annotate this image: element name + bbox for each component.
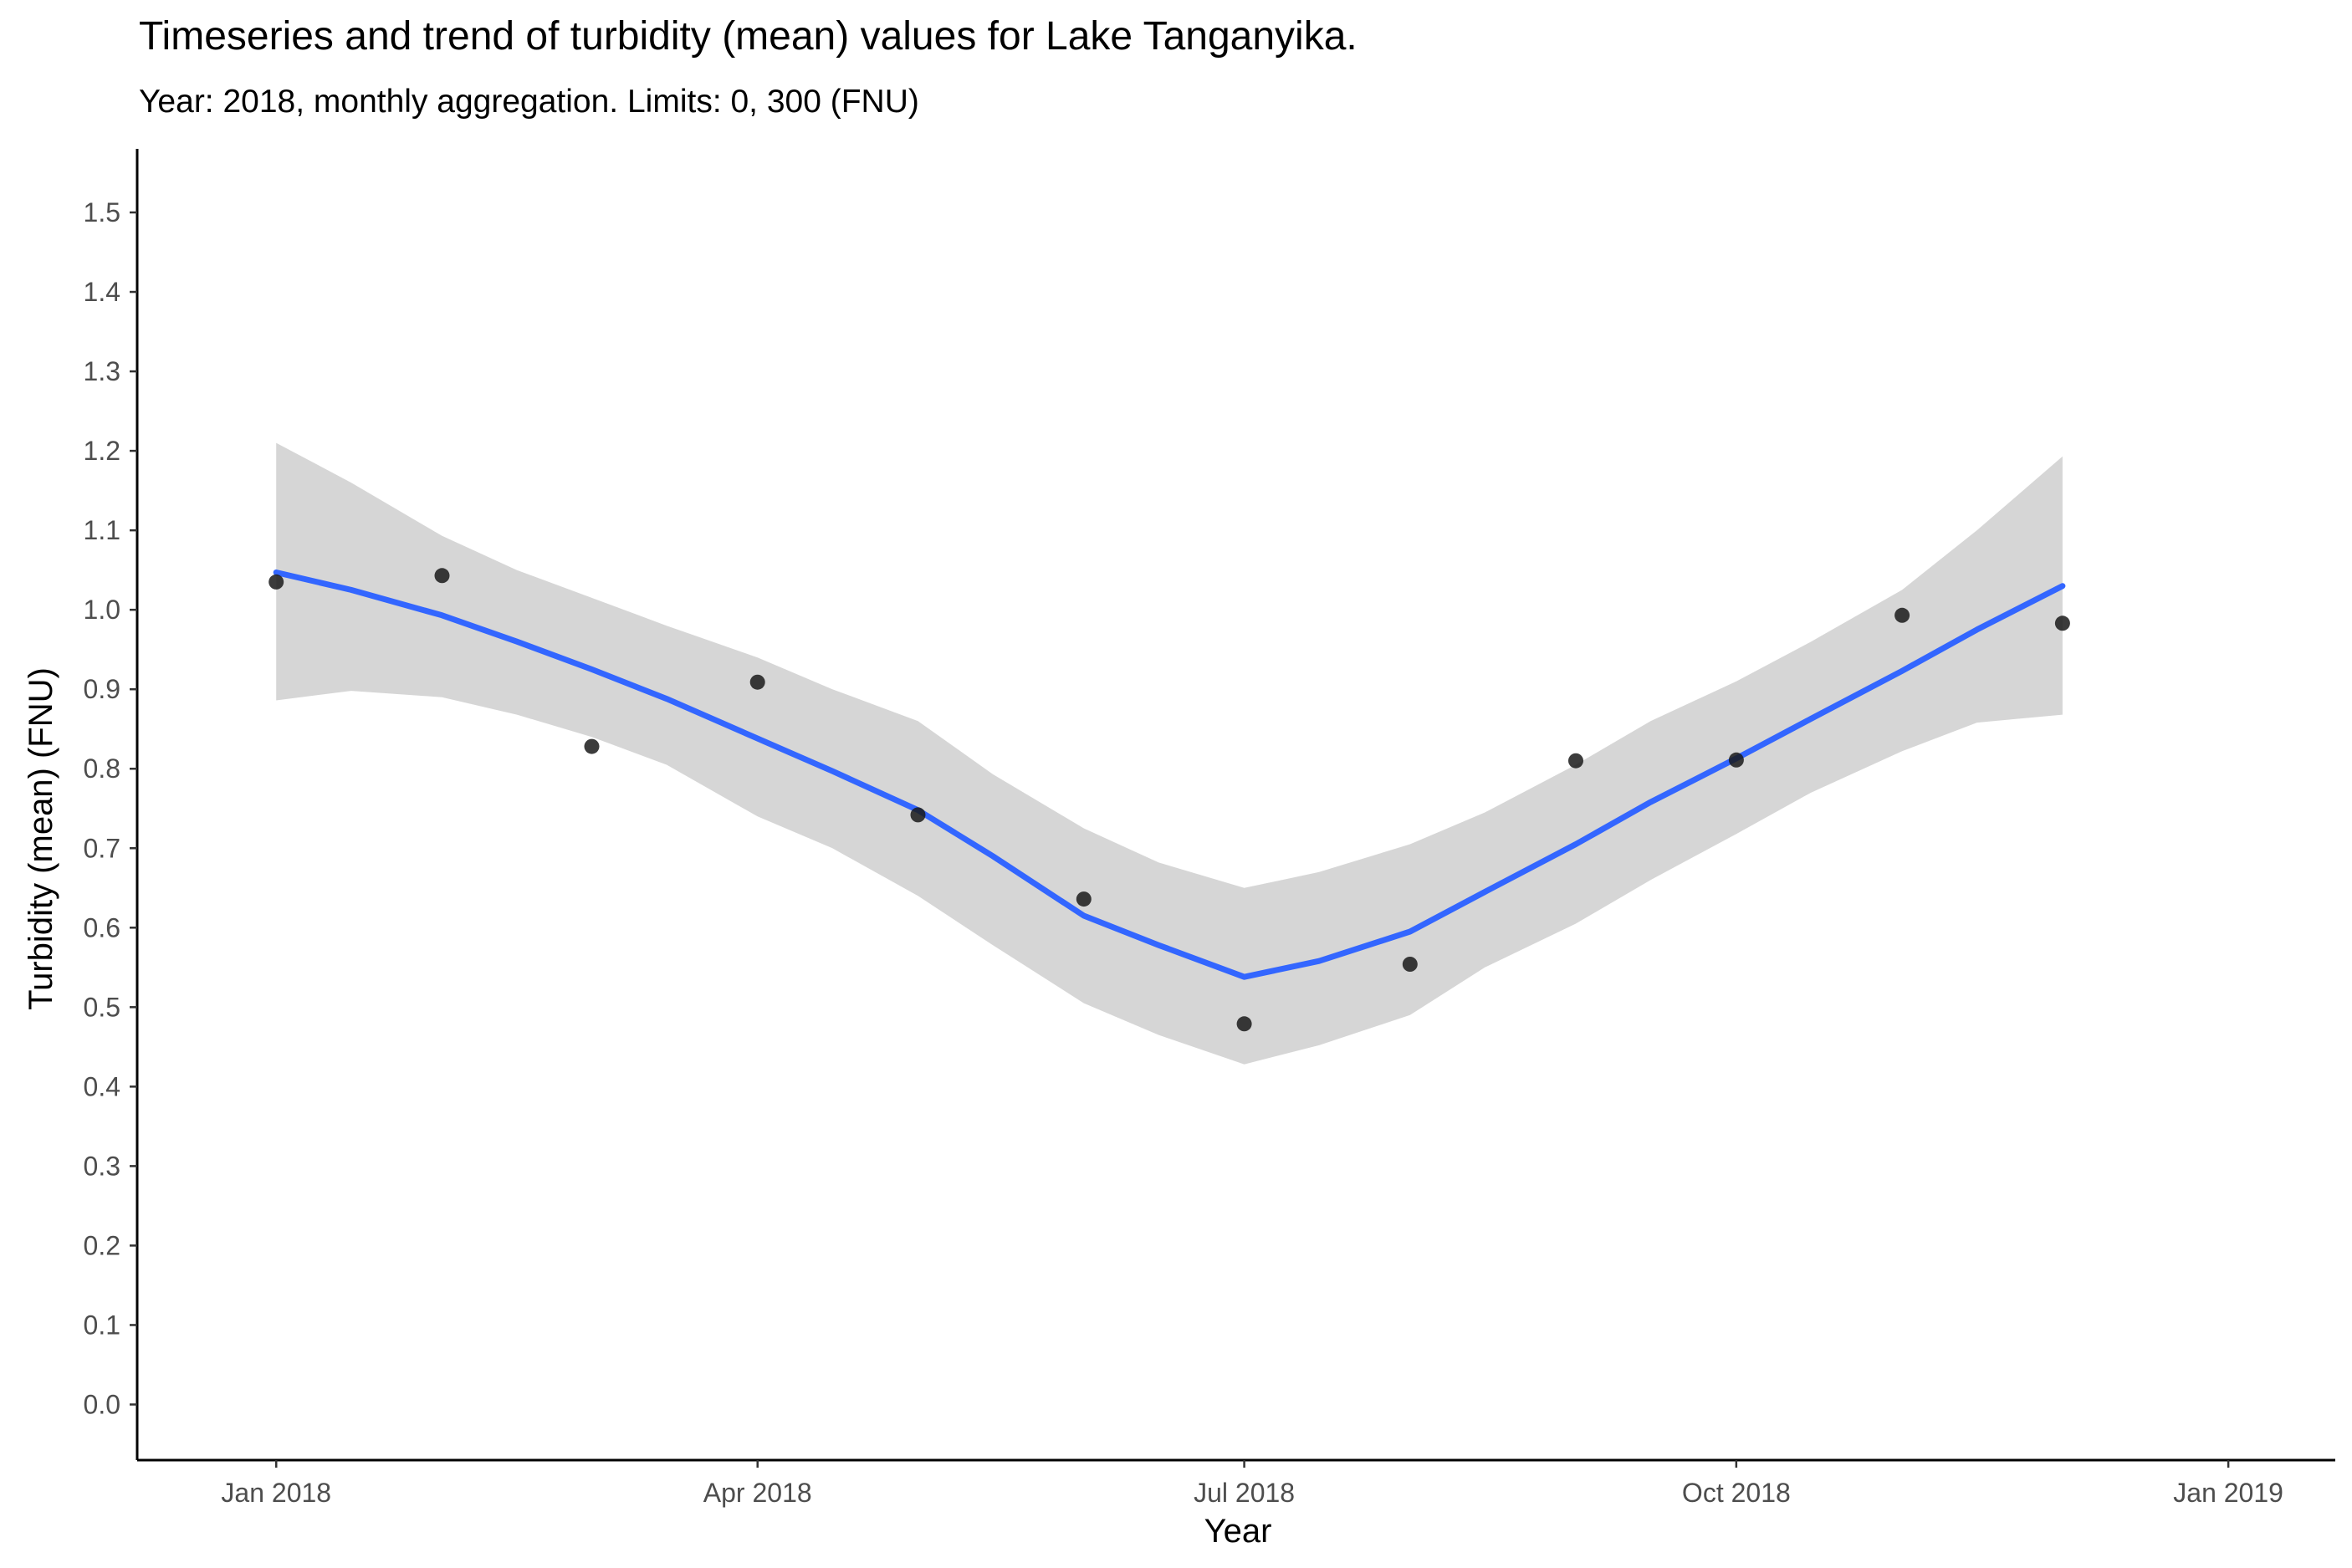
x-axis: Jan 2018 Apr 2018 Jul 2018 Oct 2018 Jan 2019 bbox=[137, 1458, 2335, 1508]
x-tick-label: Jan 2018 bbox=[221, 1478, 331, 1508]
confidence-ribbon bbox=[276, 442, 2063, 1065]
y-tick-label: 0.8 bbox=[84, 753, 120, 784]
data-point bbox=[1568, 753, 1583, 769]
data-point bbox=[1728, 752, 1744, 768]
plot-panel bbox=[268, 442, 2070, 1065]
y-tick-label: 0.7 bbox=[84, 833, 120, 863]
x-tick-label: Jul 2018 bbox=[1194, 1478, 1295, 1508]
y-tick-label: 0.3 bbox=[84, 1151, 120, 1181]
trend-line bbox=[273, 569, 2066, 980]
y-tick-label: 1.1 bbox=[84, 515, 120, 545]
data-point bbox=[1236, 1016, 1252, 1032]
data-point bbox=[584, 738, 600, 754]
chart-subtitle: Year: 2018, monthly aggregation. Limits:… bbox=[139, 84, 919, 120]
y-tick-label: 1.0 bbox=[84, 595, 120, 625]
x-axis-title: Year bbox=[1204, 1513, 1272, 1550]
y-tick-label: 0.2 bbox=[84, 1230, 120, 1260]
y-tick-label: 0.9 bbox=[84, 674, 120, 704]
x-axis-ticks: Jan 2018 Apr 2018 Jul 2018 Oct 2018 Jan 2019 bbox=[221, 1460, 2283, 1508]
data-point bbox=[1402, 957, 1418, 972]
y-tick-label: 1.4 bbox=[84, 277, 120, 307]
y-tick-label: 1.2 bbox=[84, 436, 120, 466]
data-point bbox=[910, 807, 926, 823]
y-tick-label: 1.3 bbox=[84, 356, 120, 386]
x-tick-label: Jan 2019 bbox=[2173, 1478, 2283, 1508]
y-axis-ticks: 0.0 0.1 0.2 0.3 0.4 0.5 0.6 0.7 0.8 0.9 1.0 1.1 1.2 1… bbox=[84, 197, 137, 1419]
y-axis-title: Turbidity (mean) (FNU) bbox=[23, 667, 59, 1010]
chart-title: Timeseries and trend of turbidity (mean)… bbox=[139, 14, 1358, 59]
y-tick-label: 0.1 bbox=[84, 1310, 120, 1340]
data-point bbox=[268, 574, 284, 590]
y-tick-label: 1.5 bbox=[84, 197, 120, 227]
y-tick-label: 0.5 bbox=[84, 992, 120, 1022]
data-point bbox=[1076, 891, 1092, 907]
y-tick-label: 0.0 bbox=[84, 1389, 120, 1419]
data-points bbox=[268, 568, 2070, 1032]
x-tick-label: Apr 2018 bbox=[703, 1478, 812, 1508]
data-point bbox=[434, 568, 450, 584]
data-point bbox=[749, 674, 765, 690]
data-point bbox=[1894, 607, 1910, 623]
y-tick-label: 0.6 bbox=[84, 912, 120, 942]
y-tick-label: 0.4 bbox=[84, 1071, 120, 1101]
x-tick-label: Oct 2018 bbox=[1682, 1478, 1791, 1508]
data-point bbox=[2054, 615, 2070, 631]
y-axis: 0.0 0.1 0.2 0.3 0.4 0.5 0.6 0.7 0.8 0.9 1.0 1.1 1.2 1… bbox=[84, 149, 139, 1460]
